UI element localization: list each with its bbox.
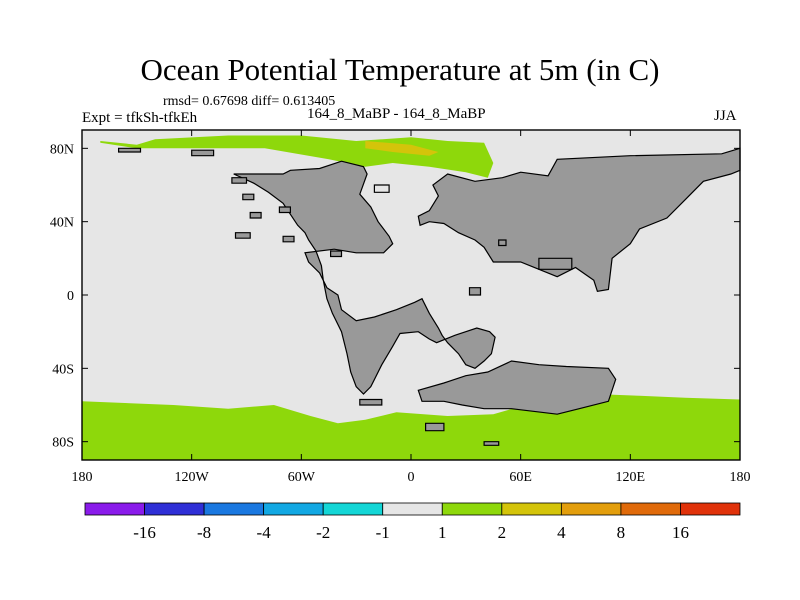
x-tick-label: 60W <box>288 470 316 485</box>
x-tick-label: 180 <box>72 470 93 485</box>
map-axes: 180 120W 60W 0 60E 120E 180 80N 40N 0 40S 80S <box>50 130 751 485</box>
x-tick-label: 180 <box>730 470 751 485</box>
land-south-island-1 <box>359 398 383 406</box>
colorbar-bin <box>84 502 145 516</box>
x-tick-label: 0 <box>408 470 415 485</box>
colorbar-bin <box>441 502 503 516</box>
y-tick-label: 40S <box>52 362 74 377</box>
colorbar-bin <box>322 502 384 516</box>
case-label: 164_8_MaBP - 164_8_MaBP <box>307 106 486 122</box>
colorbar-label: 8 <box>617 523 626 542</box>
colorbar-label: -8 <box>197 523 211 542</box>
land-east-island-chain <box>538 257 573 270</box>
x-tick-label: 120W <box>175 470 210 485</box>
land-south-east-continent <box>417 360 617 415</box>
land-mid-ocean-island <box>468 287 482 296</box>
colorbar-label: 2 <box>498 523 507 542</box>
colorbar-bin <box>620 502 681 516</box>
experiment-label: Expt = tfkSh-tfkEh <box>82 110 198 126</box>
anomaly-region-southern-ocean-band <box>82 394 740 460</box>
colorbar-label: -1 <box>376 523 390 542</box>
colorbar-label: 4 <box>557 523 566 542</box>
land-south-island-3 <box>483 441 500 446</box>
anomaly-region-arctic-warm-patch <box>365 141 439 156</box>
land-west-island-1 <box>249 211 262 219</box>
y-tick-label: 80S <box>52 436 74 451</box>
land-west-island-3 <box>234 232 251 239</box>
colorbar: -16 -8 -4 -2 -1 1 2 4 8 16 <box>84 502 741 542</box>
land-arctic-island-west <box>117 147 142 153</box>
land-inland-sea <box>373 184 390 193</box>
land-north-west-islet <box>242 193 255 201</box>
land-central-islet <box>330 250 343 258</box>
map-plot-area <box>81 129 741 461</box>
colorbar-label: -4 <box>257 523 272 542</box>
y-tick-label: 40N <box>50 216 74 231</box>
chart-title: Ocean Potential Temperature at 5m (in C) <box>140 52 660 87</box>
colorbar-label: 16 <box>672 523 689 542</box>
land-west-island-2 <box>278 206 291 214</box>
colorbar-bin <box>680 502 741 516</box>
x-tick-label: 60E <box>509 470 532 485</box>
y-tick-label: 80N <box>50 142 74 157</box>
colorbar-label: 1 <box>438 523 447 542</box>
x-tick-label: 120E <box>616 470 646 485</box>
land-east-continent <box>417 147 741 292</box>
land-west-continent <box>233 160 496 395</box>
colorbar-bin <box>560 502 622 516</box>
season-label: JJA <box>714 108 737 124</box>
colorbar-label: -16 <box>133 523 156 542</box>
land-west-island-4 <box>282 235 295 243</box>
stats-label: rmsd= 0.67698 diff= 0.613405 <box>163 94 336 109</box>
colorbar-label: -2 <box>316 523 330 542</box>
colorbar-bin <box>203 502 265 516</box>
colorbar-bin <box>382 502 443 516</box>
colorbar-bin <box>501 502 562 516</box>
land-east-islet <box>498 239 507 247</box>
y-tick-label: 0 <box>67 289 74 304</box>
land-south-island-2 <box>425 422 445 432</box>
land-north-west-island <box>231 177 248 184</box>
colorbar-bin <box>144 502 205 516</box>
colorbar-bin <box>263 502 324 516</box>
land-arctic-island-central <box>191 149 215 157</box>
